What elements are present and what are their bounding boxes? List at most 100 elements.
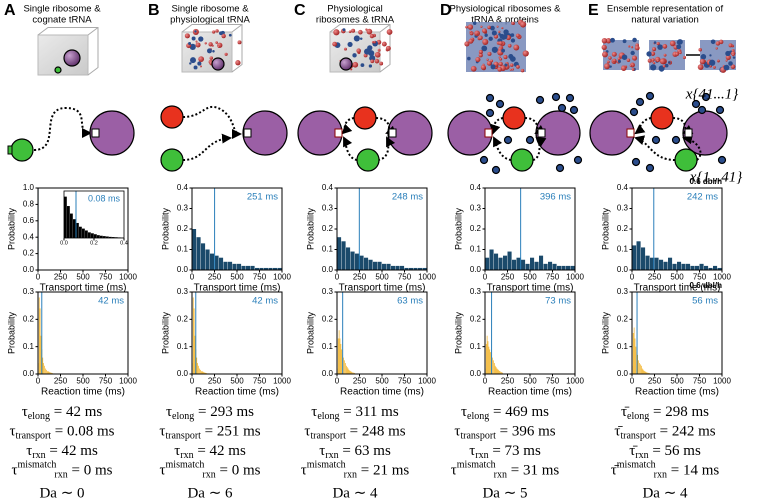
histogram-bar (210, 253, 215, 270)
molecule (472, 21, 477, 25)
histogram-bar (632, 333, 634, 374)
trna (674, 148, 698, 172)
molecule (601, 44, 607, 50)
eq-symbol: τ (9, 424, 15, 440)
histogram-bar (422, 267, 427, 270)
histogram-bar (340, 343, 342, 374)
histogram-bar (502, 372, 503, 374)
y-tick-label: 0.3 (470, 204, 482, 213)
histogram-bar (493, 360, 494, 374)
histogram-bar (355, 253, 360, 270)
molecule (731, 53, 735, 57)
trna (510, 148, 534, 172)
eq-symbol: τ (461, 404, 467, 420)
x-tick-label: 500 (375, 377, 389, 386)
transport-path (672, 117, 694, 134)
histogram-bar (192, 297, 194, 374)
x-tick-label: 500 (523, 273, 537, 282)
trna (356, 148, 380, 172)
molecule (487, 25, 491, 30)
mean-label: 242 ms (687, 192, 718, 203)
molecule (519, 21, 527, 28)
eq-symbol: τ (26, 443, 32, 459)
equation: τrxn = 42 ms (26, 443, 98, 461)
eq-sup: mismatch (457, 460, 496, 471)
histogram-bar (497, 369, 499, 374)
histogram-bar (42, 357, 44, 374)
molecule (509, 68, 512, 71)
molecule (713, 65, 716, 69)
damkohler: Da ∼ 4 (332, 485, 378, 501)
x-axis-label: Reaction time (ms) (41, 387, 125, 398)
plot-area (485, 188, 575, 270)
molecule (709, 54, 712, 57)
molecule (215, 41, 218, 44)
histogram-bar (46, 369, 47, 374)
histogram-bar (232, 263, 237, 270)
histogram-bar (643, 370, 645, 374)
eq-symbol: τ (301, 463, 307, 479)
eq-sub: rxn (202, 470, 215, 481)
histogram-bar (373, 261, 378, 270)
x-tick-label: 0 (36, 377, 41, 386)
molecule (374, 58, 380, 64)
histogram-bar (487, 341, 489, 374)
histogram-bar (632, 245, 637, 270)
histogram-bar (485, 343, 487, 374)
histogram-bar (498, 257, 503, 270)
transport-path (490, 117, 504, 135)
protein (485, 93, 495, 103)
x-tick-label: 1000 (119, 273, 137, 282)
histogram-bar (204, 372, 206, 374)
molecule (710, 39, 716, 45)
eq-rhs: = 0 ms (216, 463, 261, 479)
molecule (715, 41, 721, 46)
eq-symbol: τ (311, 404, 317, 420)
histogram-bar (512, 259, 517, 270)
y-tick-label: 0.3 (617, 204, 629, 213)
histogram-bar (708, 267, 713, 270)
histogram-bar (570, 265, 575, 270)
eq-symbol: τ (22, 404, 28, 420)
molecule (381, 41, 387, 47)
equation: τelong = 42 ms (22, 404, 103, 422)
histogram-bar (112, 237, 115, 238)
eq-symbol: τ̄ (614, 424, 623, 440)
histogram-bar (64, 196, 67, 238)
eq-rhs: = 56 ms (649, 443, 701, 459)
histogram-bar (200, 369, 201, 374)
histogram-bar (100, 235, 103, 238)
y-tick-label: 0.3 (470, 287, 482, 296)
y-tick-label: 0.2 (470, 314, 482, 323)
x-axis-label: Reaction time (ms) (340, 387, 424, 398)
histogram-bar (641, 365, 642, 374)
equation: τtransport = 396 ms (454, 424, 555, 442)
molecule (682, 55, 687, 59)
molecule (509, 56, 516, 62)
molecule (650, 51, 656, 56)
histogram-bar (44, 365, 45, 374)
molecule (503, 29, 509, 35)
molecule (715, 47, 718, 50)
molecule (195, 42, 201, 48)
site (334, 128, 343, 138)
equation: τtransport = 0.08 ms (9, 424, 114, 442)
y-tick-label: 0.6 (23, 216, 35, 225)
histogram-bar (400, 265, 405, 270)
eq-sub: rxn (325, 450, 338, 461)
histogram-bar (82, 228, 85, 238)
ribosome-sphere (339, 57, 353, 71)
y-tick-label: 0.2 (322, 224, 334, 233)
histogram-bar (203, 372, 205, 374)
eq-sub: elong (467, 411, 489, 422)
x-tick-label: 750 (398, 377, 412, 386)
eq-sub: transport (16, 431, 52, 442)
eq-sub: rxn (494, 470, 507, 481)
mean-label: 73 ms (545, 296, 571, 307)
protein (555, 163, 565, 173)
histogram-bar (40, 335, 42, 374)
y-tick-label: 0.3 (177, 287, 189, 296)
histogram-bar (337, 338, 339, 374)
histogram-bar (507, 251, 512, 270)
molecule (487, 51, 492, 56)
